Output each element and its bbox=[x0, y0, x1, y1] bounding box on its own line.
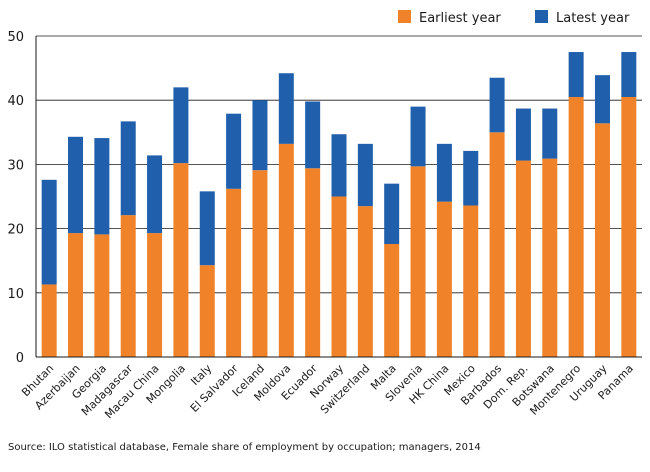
legend-label: Latest year bbox=[556, 11, 630, 26]
bar-segment-latest bbox=[489, 77, 505, 133]
bar-segment-earliest bbox=[252, 170, 268, 357]
legend-label: Earliest year bbox=[419, 11, 501, 26]
bar-segment-latest bbox=[252, 100, 268, 171]
y-axis-ticks: 0 10 20 30 40 50 bbox=[7, 30, 24, 366]
y-tick-label: 30 bbox=[7, 158, 24, 173]
bar-segment-earliest bbox=[331, 196, 347, 357]
bar-segment-earliest bbox=[120, 215, 136, 357]
y-tick-label: 50 bbox=[7, 30, 24, 45]
bar-segment-latest bbox=[305, 101, 321, 169]
bar-segment-latest bbox=[147, 155, 163, 234]
y-tick-label: 40 bbox=[7, 94, 24, 109]
legend-swatch bbox=[398, 10, 411, 23]
bar-segment-latest bbox=[41, 179, 57, 285]
bar-segment-latest bbox=[463, 150, 479, 206]
bar-segment-latest bbox=[173, 87, 189, 164]
bar-segment-latest bbox=[68, 136, 84, 234]
y-tick-label: 10 bbox=[7, 287, 24, 302]
legend-swatch bbox=[535, 10, 548, 23]
bar-segment-earliest bbox=[41, 284, 57, 357]
bars bbox=[41, 52, 637, 358]
bar-segment-earliest bbox=[305, 168, 321, 357]
bar-segment-latest bbox=[594, 75, 610, 124]
bar-segment-earliest bbox=[226, 188, 242, 357]
bar-segment-earliest bbox=[463, 205, 479, 357]
bar-segment-earliest bbox=[357, 206, 373, 357]
bar-segment-earliest bbox=[199, 265, 215, 357]
bar-segment-latest bbox=[436, 143, 452, 202]
bar-segment-earliest bbox=[542, 158, 558, 357]
bar-segment-latest bbox=[199, 191, 215, 266]
bar-segment-earliest bbox=[515, 160, 531, 357]
y-tick-label: 0 bbox=[16, 351, 24, 366]
bar-segment-latest bbox=[542, 108, 558, 159]
bar-segment-earliest bbox=[436, 201, 452, 357]
bar-segment-earliest bbox=[147, 233, 163, 357]
y-tick-label: 20 bbox=[7, 223, 24, 238]
bar-segment-earliest bbox=[489, 132, 505, 357]
bar-segment-earliest bbox=[94, 234, 110, 357]
bar-segment-earliest bbox=[568, 96, 584, 358]
stacked-bar-chart: Earliest year Latest year 0 10 20 30 40 50 Bhu… bbox=[7, 10, 642, 422]
bar-segment-latest bbox=[515, 108, 531, 161]
bar-segment-latest bbox=[120, 121, 136, 216]
bar-segment-earliest bbox=[68, 233, 84, 357]
bar-segment-latest bbox=[278, 73, 294, 144]
bar-segment-latest bbox=[226, 113, 242, 189]
bar-segment-latest bbox=[621, 52, 637, 97]
source-note: Source: ILO statistical database, Female… bbox=[8, 442, 481, 453]
bar-segment-latest bbox=[357, 143, 373, 207]
bar-segment-earliest bbox=[384, 244, 400, 357]
bar-segment-earliest bbox=[173, 163, 189, 357]
bar-segment-earliest bbox=[410, 166, 426, 357]
bar-segment-earliest bbox=[278, 143, 294, 357]
bar-segment-latest bbox=[94, 138, 110, 235]
bar-segment-latest bbox=[331, 134, 347, 197]
bar-segment-latest bbox=[410, 106, 426, 167]
legend: Earliest year Latest year bbox=[398, 10, 630, 26]
bar-segment-earliest bbox=[621, 96, 637, 358]
bar-segment-latest bbox=[568, 52, 584, 97]
bar-segment-earliest bbox=[594, 123, 610, 357]
bar-segment-latest bbox=[384, 183, 400, 245]
